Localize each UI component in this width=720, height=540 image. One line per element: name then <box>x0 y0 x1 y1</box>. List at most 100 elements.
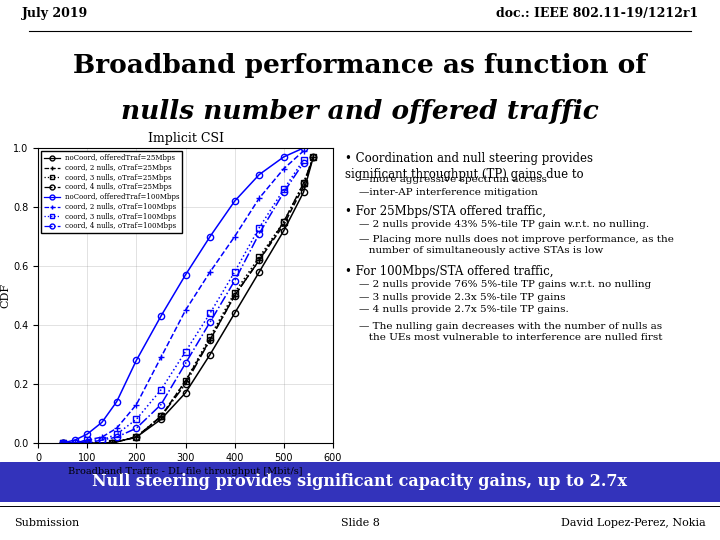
noCoord, offeredTraf=25Mbps <box>83 440 91 446</box>
coord, 4 nulls, oTraf=25Mbps <box>156 413 165 420</box>
Text: — 3 nulls provide 2.3x 5%-tile TP gains: — 3 nulls provide 2.3x 5%-tile TP gains <box>359 293 565 302</box>
coord, 3 nulls, oTraf=100Mbps <box>206 310 215 316</box>
noCoord, offeredTraf=100Mbps <box>98 419 107 426</box>
Line: coord, 3 nulls, oTraf=25Mbps: coord, 3 nulls, oTraf=25Mbps <box>60 154 317 446</box>
coord, 2 nulls, oTraf=25Mbps <box>156 413 165 420</box>
Text: —more aggressive spectrum access: —more aggressive spectrum access <box>359 175 547 184</box>
coord, 4 nulls, oTraf=25Mbps <box>181 381 190 387</box>
Line: coord, 2 nulls, oTraf=100Mbps: coord, 2 nulls, oTraf=100Mbps <box>60 148 307 446</box>
noCoord, offeredTraf=100Mbps <box>83 431 91 437</box>
Text: nulls number and offered traffic: nulls number and offered traffic <box>121 99 599 125</box>
Line: noCoord, offeredTraf=25Mbps: noCoord, offeredTraf=25Mbps <box>60 154 317 446</box>
noCoord, offeredTraf=25Mbps <box>206 351 215 357</box>
coord, 3 nulls, oTraf=100Mbps <box>279 186 288 193</box>
noCoord, offeredTraf=100Mbps <box>132 357 140 363</box>
coord, 2 nulls, oTraf=100Mbps <box>181 307 190 314</box>
coord, 3 nulls, oTraf=25Mbps <box>58 440 67 446</box>
noCoord, offeredTraf=100Mbps <box>255 171 264 178</box>
coord, 3 nulls, oTraf=100Mbps <box>255 225 264 231</box>
coord, 2 nulls, oTraf=25Mbps <box>58 440 67 446</box>
Text: Slide 8: Slide 8 <box>341 518 379 528</box>
coord, 3 nulls, oTraf=100Mbps <box>132 416 140 423</box>
coord, 3 nulls, oTraf=25Mbps <box>107 440 116 446</box>
coord, 4 nulls, oTraf=100Mbps <box>181 360 190 367</box>
Y-axis label: CDF: CDF <box>0 283 10 308</box>
coord, 4 nulls, oTraf=100Mbps <box>71 440 79 446</box>
coord, 2 nulls, oTraf=100Mbps <box>112 425 121 431</box>
noCoord, offeredTraf=100Mbps <box>112 399 121 405</box>
coord, 3 nulls, oTraf=100Mbps <box>71 440 79 446</box>
noCoord, offeredTraf=100Mbps <box>279 153 288 160</box>
coord, 2 nulls, oTraf=100Mbps <box>156 354 165 361</box>
coord, 3 nulls, oTraf=25Mbps <box>255 254 264 260</box>
coord, 2 nulls, oTraf=25Mbps <box>255 257 264 264</box>
noCoord, offeredTraf=25Mbps <box>255 269 264 275</box>
noCoord, offeredTraf=25Mbps <box>300 189 308 195</box>
coord, 2 nulls, oTraf=100Mbps <box>71 440 79 446</box>
coord, 3 nulls, oTraf=100Mbps <box>156 387 165 393</box>
noCoord, offeredTraf=100Mbps <box>300 145 308 151</box>
coord, 4 nulls, oTraf=25Mbps <box>279 219 288 225</box>
coord, 3 nulls, oTraf=100Mbps <box>112 431 121 437</box>
noCoord, offeredTraf=25Mbps <box>181 390 190 396</box>
coord, 3 nulls, oTraf=25Mbps <box>181 378 190 384</box>
coord, 2 nulls, oTraf=100Mbps <box>230 233 239 240</box>
coord, 2 nulls, oTraf=25Mbps <box>83 440 91 446</box>
Line: coord, 2 nulls, oTraf=25Mbps: coord, 2 nulls, oTraf=25Mbps <box>60 154 317 446</box>
coord, 2 nulls, oTraf=25Mbps <box>300 183 308 190</box>
noCoord, offeredTraf=100Mbps <box>156 313 165 319</box>
noCoord, offeredTraf=25Mbps <box>230 310 239 316</box>
coord, 4 nulls, oTraf=100Mbps <box>156 401 165 408</box>
coord, 2 nulls, oTraf=100Mbps <box>279 165 288 172</box>
coord, 2 nulls, oTraf=25Mbps <box>279 221 288 228</box>
coord, 4 nulls, oTraf=100Mbps <box>132 425 140 431</box>
coord, 4 nulls, oTraf=100Mbps <box>98 437 107 443</box>
Text: — 2 nulls provide 76% 5%-tile TP gains w.r.t. no nulling: — 2 nulls provide 76% 5%-tile TP gains w… <box>359 280 652 289</box>
Text: — 4 nulls provide 2.7x 5%-tile TP gains.: — 4 nulls provide 2.7x 5%-tile TP gains. <box>359 305 569 314</box>
coord, 3 nulls, oTraf=100Mbps <box>300 157 308 163</box>
Legend: noCoord, offeredTraf=25Mbps, coord, 2 nulls, oTraf=25Mbps, coord, 3 nulls, oTraf: noCoord, offeredTraf=25Mbps, coord, 2 nu… <box>42 152 182 233</box>
coord, 2 nulls, oTraf=100Mbps <box>300 148 308 154</box>
coord, 3 nulls, oTraf=25Mbps <box>132 434 140 440</box>
noCoord, offeredTraf=100Mbps <box>206 233 215 240</box>
coord, 3 nulls, oTraf=25Mbps <box>300 180 308 187</box>
coord, 4 nulls, oTraf=25Mbps <box>255 257 264 264</box>
Text: July 2019: July 2019 <box>22 6 89 19</box>
coord, 3 nulls, oTraf=25Mbps <box>279 219 288 225</box>
Text: • For 25Mbps/STA offered traffic,: • For 25Mbps/STA offered traffic, <box>345 205 546 218</box>
noCoord, offeredTraf=25Mbps <box>279 227 288 234</box>
noCoord, offeredTraf=100Mbps <box>230 198 239 204</box>
coord, 4 nulls, oTraf=25Mbps <box>132 434 140 440</box>
coord, 4 nulls, oTraf=100Mbps <box>83 440 91 446</box>
coord, 2 nulls, oTraf=25Mbps <box>107 440 116 446</box>
coord, 3 nulls, oTraf=25Mbps <box>309 153 318 160</box>
coord, 3 nulls, oTraf=25Mbps <box>83 440 91 446</box>
coord, 2 nulls, oTraf=100Mbps <box>58 440 67 446</box>
noCoord, offeredTraf=100Mbps <box>181 272 190 278</box>
coord, 4 nulls, oTraf=100Mbps <box>206 319 215 325</box>
Text: Submission: Submission <box>14 518 79 528</box>
coord, 3 nulls, oTraf=100Mbps <box>98 437 107 443</box>
coord, 4 nulls, oTraf=25Mbps <box>107 440 116 446</box>
Text: Broadband performance as function of: Broadband performance as function of <box>73 52 647 78</box>
noCoord, offeredTraf=100Mbps <box>58 440 67 446</box>
Line: noCoord, offeredTraf=100Mbps: noCoord, offeredTraf=100Mbps <box>60 145 307 446</box>
coord, 2 nulls, oTraf=100Mbps <box>132 401 140 408</box>
Line: coord, 4 nulls, oTraf=25Mbps: coord, 4 nulls, oTraf=25Mbps <box>60 154 317 446</box>
coord, 4 nulls, oTraf=25Mbps <box>300 180 308 187</box>
noCoord, offeredTraf=25Mbps <box>58 440 67 446</box>
noCoord, offeredTraf=25Mbps <box>132 434 140 440</box>
Text: — Placing more nulls does not improve performance, as the
   number of simultane: — Placing more nulls does not improve pe… <box>359 235 674 255</box>
coord, 4 nulls, oTraf=25Mbps <box>58 440 67 446</box>
noCoord, offeredTraf=25Mbps <box>156 416 165 423</box>
Text: • Coordination and null steering provides
significant throughput (TP) gains due : • Coordination and null steering provide… <box>345 152 593 181</box>
coord, 4 nulls, oTraf=100Mbps <box>230 278 239 284</box>
coord, 4 nulls, oTraf=100Mbps <box>279 189 288 195</box>
coord, 2 nulls, oTraf=100Mbps <box>83 437 91 443</box>
coord, 3 nulls, oTraf=25Mbps <box>206 334 215 340</box>
coord, 4 nulls, oTraf=25Mbps <box>206 336 215 343</box>
coord, 3 nulls, oTraf=100Mbps <box>83 437 91 443</box>
Title: Implicit CSI: Implicit CSI <box>148 132 223 145</box>
X-axis label: Broadband Traffic - DL file throughput [Mbit/s]: Broadband Traffic - DL file throughput [… <box>68 467 302 476</box>
coord, 2 nulls, oTraf=25Mbps <box>181 378 190 384</box>
